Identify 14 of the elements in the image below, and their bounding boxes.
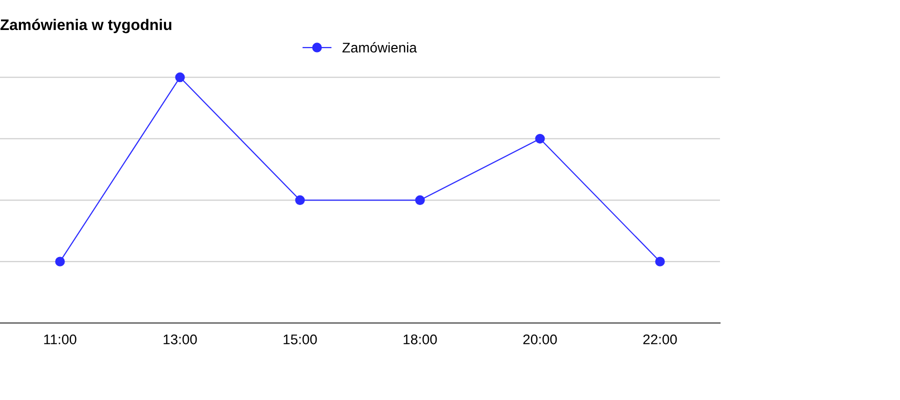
point (655, 256, 665, 266)
x-tick-label: 18:00 (404, 334, 437, 344)
x-tick-label: 22:00 (643, 334, 677, 344)
point (55, 256, 65, 266)
x-tick-label: 11:00 (44, 334, 76, 344)
x-tick-label: 20:00 (523, 334, 557, 344)
point (175, 72, 185, 82)
x-tick-label: 15:00 (284, 334, 317, 344)
point (535, 134, 545, 144)
legend-label: Zamówienia (342, 42, 417, 53)
point (295, 195, 305, 206)
x-tick-label: 13:00 (164, 334, 197, 344)
chart-title: Zamówienia w tygodniu (0, 18, 172, 34)
point (415, 195, 425, 206)
